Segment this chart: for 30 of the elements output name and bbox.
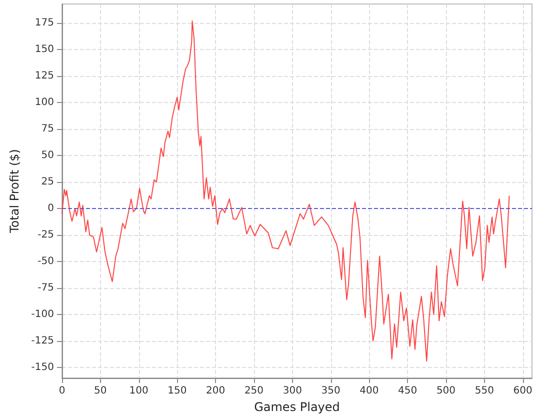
x-tick-label: 150	[168, 386, 187, 396]
y-tick-label: 125	[34, 70, 54, 82]
x-axis-title: Games Played	[254, 400, 340, 414]
x-tick-label: 450	[398, 386, 418, 396]
y-tick-label: -50	[38, 256, 54, 267]
x-tick-label: 550	[474, 386, 494, 396]
y-tick-label: -125	[31, 335, 54, 346]
y-tick-label: -150	[31, 362, 54, 373]
y-tick-label: 100	[34, 97, 54, 108]
x-tick-label: 0	[58, 386, 66, 396]
x-tick-label: 400	[360, 386, 379, 396]
y-tick-label: 25	[41, 176, 54, 188]
y-tick-label: 50	[41, 150, 54, 162]
x-tick-label: 500	[436, 386, 456, 396]
x-tick-label: 200	[206, 386, 226, 396]
x-tick-label: 350	[321, 386, 340, 396]
y-axis-title: Total Profit ($)	[7, 149, 22, 234]
y-tick-label: 75	[41, 124, 54, 135]
x-tick-label: 250	[244, 386, 264, 396]
y-tick-label: -25	[38, 229, 54, 240]
y-tick-label: -100	[31, 308, 54, 320]
y-tick-label: 0	[48, 202, 54, 214]
y-tick-label: 150	[34, 44, 54, 56]
y-tick-label: 175	[34, 18, 54, 29]
x-tick-label: 100	[129, 386, 148, 396]
x-tick-label: 600	[513, 386, 532, 396]
x-tick-label: 50	[94, 386, 107, 396]
line-series	[62, 20, 510, 362]
y-tick-label: -75	[38, 282, 54, 294]
x-tick-label: 300	[282, 386, 302, 396]
